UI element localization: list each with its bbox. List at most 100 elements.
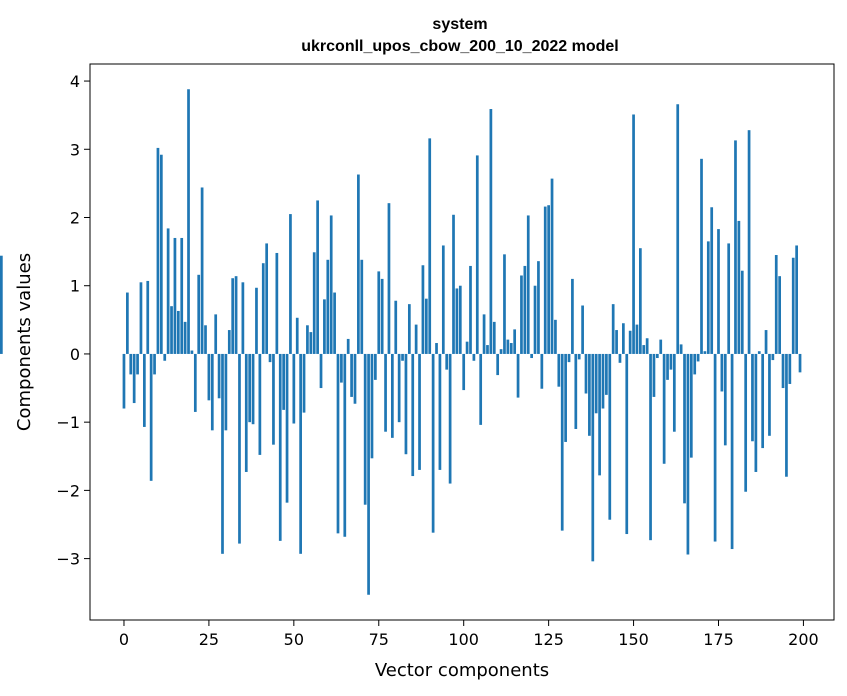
bar-145 (615, 330, 618, 354)
bar-113 (506, 339, 510, 354)
bar-188 (761, 353, 765, 449)
bar-39 (255, 287, 258, 354)
bar-171 (703, 351, 707, 354)
bar-27 (214, 314, 218, 354)
bar-109 (492, 321, 496, 354)
bar-138 (591, 353, 595, 562)
x-tick-label: 25 (199, 630, 219, 649)
bar-175 (717, 229, 720, 354)
x-tick-label: 75 (369, 630, 389, 649)
bar-133 (574, 353, 578, 429)
bar-122 (537, 261, 540, 354)
x-tick-label: 200 (788, 630, 819, 649)
bar-162 (672, 353, 676, 432)
bar-184 (747, 130, 751, 354)
bar-187 (757, 351, 761, 354)
x-tick-label: 0 (119, 630, 129, 649)
bar-8 (149, 353, 153, 481)
bar-9 (153, 353, 156, 375)
bar-154 (645, 338, 649, 354)
bar-5 (139, 282, 143, 354)
bar-193 (778, 276, 782, 354)
bar-181 (737, 220, 741, 354)
bar-98 (455, 288, 459, 354)
bar-196 (788, 353, 792, 384)
bar-155 (649, 353, 652, 541)
bar-185 (751, 353, 754, 442)
y-tick-label: −3 (56, 550, 80, 569)
y-tick-label: 1 (70, 277, 80, 296)
bar-123 (540, 353, 544, 389)
bar-177 (723, 353, 727, 446)
bar-124 (543, 206, 547, 354)
bar-1 (126, 292, 129, 354)
bar-150 (632, 114, 635, 354)
bar-76 (380, 278, 384, 354)
bar-6 (142, 353, 146, 427)
bar-28 (217, 353, 221, 399)
bar-30 (224, 353, 228, 431)
bar-53 (302, 353, 306, 413)
bar-189 (764, 330, 768, 354)
bar-192 (774, 255, 778, 354)
bar-160 (666, 353, 669, 380)
bar-82 (401, 353, 404, 361)
bar-55 (309, 332, 313, 354)
bar-34 (238, 353, 241, 544)
bar-132 (571, 278, 574, 354)
x-axis-ticks: 0 25 50 75 100 125 150 175 200 (119, 620, 819, 649)
bar-116 (516, 353, 520, 398)
bar-65 (343, 353, 347, 537)
bar-62 (333, 292, 336, 354)
bar-75 (377, 271, 381, 354)
bar-93 (438, 353, 442, 470)
bar-85 (411, 353, 415, 477)
y-tick-label: −1 (56, 413, 80, 432)
bar-166 (686, 353, 690, 555)
bar-12 (163, 353, 167, 361)
bar-136 (584, 353, 588, 394)
bar-107 (486, 345, 489, 354)
bar-56 (312, 252, 316, 354)
bar-37 (248, 353, 252, 423)
bar-36 (244, 353, 248, 472)
bar-120 (530, 353, 534, 359)
bar-74 (374, 353, 377, 380)
bar-25 (207, 353, 211, 401)
bar-16 (176, 310, 180, 354)
bar-35 (241, 282, 245, 354)
bar-114 (509, 343, 513, 354)
bar-173 (710, 207, 714, 354)
x-tick-label: 125 (533, 630, 564, 649)
bar-77 (384, 353, 387, 432)
y-tick-label: 3 (70, 140, 80, 159)
bar-108 (489, 109, 493, 354)
bar-131 (567, 353, 571, 363)
bar-121 (533, 285, 537, 354)
bar-92 (435, 343, 438, 354)
bar-58 (319, 353, 323, 389)
bar-15 (173, 237, 177, 354)
bar-42 (265, 243, 269, 354)
bar-0 (122, 353, 126, 409)
y-tick-label: 2 (70, 208, 80, 227)
bar-38 (251, 353, 255, 425)
bar-80 (394, 300, 398, 354)
bar-140 (598, 353, 601, 476)
bar-163 (676, 104, 680, 354)
chart-title: system (432, 16, 487, 33)
bar-142 (605, 353, 608, 395)
bar-183 (744, 353, 748, 492)
bar-165 (683, 353, 686, 504)
bar-89 (424, 298, 428, 354)
bar-52 (299, 353, 302, 554)
bar-130 (564, 353, 567, 442)
bar-61 (329, 215, 333, 354)
bar-148 (625, 353, 629, 535)
bar-70 (360, 259, 364, 354)
bar-20 (190, 350, 194, 354)
bar-24 (204, 325, 207, 354)
bar-159 (662, 353, 666, 464)
bars-group (0, 89, 802, 595)
